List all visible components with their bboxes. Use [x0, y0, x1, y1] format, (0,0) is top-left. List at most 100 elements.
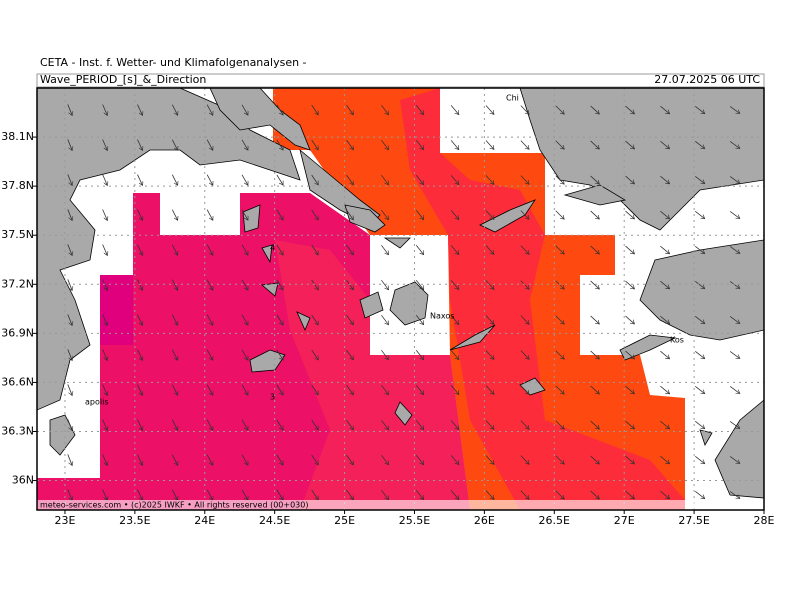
direction-arrow — [695, 315, 704, 323]
direction-arrow — [241, 349, 248, 360]
direction-arrow — [241, 454, 248, 465]
direction-arrow — [206, 349, 213, 361]
amorgos — [449, 324, 496, 351]
direction-arrow — [311, 244, 319, 255]
direction-arrow — [381, 419, 388, 430]
direction-arrow — [137, 279, 142, 291]
header-box — [36, 73, 765, 88]
direction-arrow — [485, 315, 494, 325]
direction-arrow — [729, 141, 740, 148]
direction-arrow — [729, 176, 740, 183]
direction-arrow — [171, 454, 177, 466]
y-tick-label: 37.8N — [1, 179, 34, 192]
direction-arrow — [625, 140, 635, 149]
karpathos — [699, 429, 713, 446]
direction-arrow — [276, 419, 284, 430]
direction-arrow — [206, 104, 213, 116]
x-tick-label: 23.5E — [119, 514, 150, 527]
direction-arrow — [311, 349, 319, 360]
direction-arrow — [590, 315, 600, 324]
direction-arrow — [311, 209, 319, 220]
direction-arrow — [590, 455, 600, 464]
direction-arrow — [206, 209, 213, 221]
direction-arrow — [695, 245, 704, 253]
direction-arrow — [67, 279, 72, 290]
direction-arrow — [171, 314, 177, 326]
kythira — [49, 414, 76, 456]
direction-arrow — [102, 209, 108, 220]
direction-arrow — [171, 174, 177, 186]
header-institute: CETA - Inst. f. Wetter- und Klimafolgena… — [40, 56, 307, 69]
direction-arrow — [276, 104, 284, 115]
direction-arrow — [485, 350, 494, 360]
direction-arrow — [590, 210, 600, 219]
direction-arrow — [729, 211, 740, 218]
direction-arrow — [241, 209, 248, 220]
direction-arrow — [311, 489, 319, 500]
direction-arrow — [625, 175, 635, 184]
direction-arrow — [346, 244, 354, 255]
direction-arrow — [102, 104, 108, 115]
direction-arrow — [346, 279, 354, 290]
map-area: Chi Naxos Kos apolis 4 3 meteo-services.… — [37, 88, 764, 510]
direction-arrow — [729, 491, 740, 498]
direction-arrow — [102, 174, 108, 185]
direction-arrow — [485, 175, 494, 185]
direction-arrow — [450, 420, 459, 429]
thera — [394, 401, 413, 426]
map-frame — [36, 87, 765, 511]
direction-arrow — [660, 105, 669, 114]
direction-arrow — [276, 139, 284, 150]
direction-arrow — [555, 175, 565, 184]
period-field-magenta — [100, 275, 133, 345]
direction-arrow — [346, 384, 354, 395]
andros — [344, 204, 386, 233]
direction-arrow — [695, 385, 704, 393]
direction-arrow — [660, 420, 669, 429]
direction-arrow — [555, 490, 565, 499]
direction-arrow — [625, 455, 635, 464]
direction-arrow — [241, 314, 248, 325]
direction-arrow — [276, 489, 284, 500]
direction-arrow — [520, 315, 529, 325]
direction-arrow — [415, 210, 423, 219]
direction-arrow — [346, 454, 354, 465]
direction-arrow — [67, 209, 72, 220]
direction-arrow — [450, 245, 459, 254]
direction-arrow — [67, 244, 72, 255]
direction-arrow — [625, 490, 635, 499]
direction-arrow — [415, 245, 423, 254]
direction-arrow — [241, 104, 248, 115]
direction-arrow — [625, 315, 635, 324]
direction-arrow — [590, 140, 600, 149]
direction-arrow — [625, 280, 635, 289]
direction-arrow — [276, 209, 284, 220]
direction-arrow — [625, 385, 635, 394]
direction-arrow — [729, 246, 740, 253]
direction-arrow — [137, 104, 142, 116]
tinos — [383, 237, 411, 249]
naxos — [389, 281, 429, 326]
direction-arrow — [241, 384, 248, 395]
direction-arrow — [695, 350, 704, 358]
direction-arrow — [102, 384, 108, 395]
direction-arrow — [660, 455, 669, 464]
direction-arrow — [520, 175, 529, 185]
direction-arrow — [346, 349, 354, 360]
direction-arrow — [311, 454, 319, 465]
direction-arrow — [171, 139, 177, 151]
direction-arrow — [311, 174, 319, 185]
direction-arrow — [206, 174, 213, 186]
direction-arrow — [450, 280, 459, 289]
direction-arrow — [695, 105, 704, 113]
direction-arrow — [102, 244, 108, 255]
direction-arrow — [171, 384, 177, 396]
direction-arrow — [206, 384, 213, 396]
direction-arrow — [520, 385, 529, 395]
direction-arrow — [137, 209, 142, 221]
direction-arrow — [450, 455, 459, 464]
direction-arrow — [695, 140, 704, 148]
direction-arrow — [102, 139, 108, 150]
direction-arrow — [590, 175, 600, 184]
direction-arrow — [137, 454, 142, 466]
